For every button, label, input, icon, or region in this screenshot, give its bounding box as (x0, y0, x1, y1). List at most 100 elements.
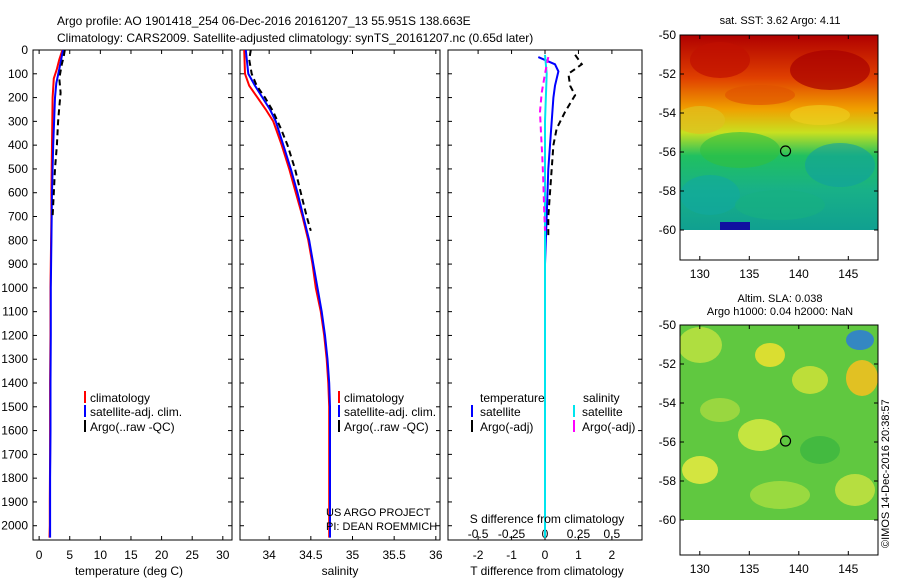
x-tick-label: 30 (216, 548, 230, 562)
lat-tick-label: -50 (659, 318, 677, 332)
x-tick-label: 25 (186, 548, 200, 562)
depth-tick-label: 1500 (1, 400, 28, 414)
x-tick-label: 5 (66, 548, 73, 562)
series-line-salinity-satellite (544, 54, 548, 538)
lat-tick-label: -60 (659, 513, 677, 527)
depth-tick-label: 800 (8, 233, 28, 247)
s-diff-tick-label: 0.25 (567, 527, 591, 541)
project-credit: US ARGO PROJECT (326, 507, 431, 519)
lat-tick-label: -56 (659, 435, 677, 449)
legend-label-temp-argo: Argo(-adj) (480, 420, 533, 434)
lat-tick-label: -54 (659, 396, 677, 410)
legend-title-salinity: salinity (583, 391, 620, 405)
difference-plot: -2 -1 0 1 2-0.5 -0.25 0 0.25 0.5 (468, 50, 621, 562)
x-tick-label: 34 (262, 548, 276, 562)
series-line-satellite-adj-clim (244, 49, 331, 538)
sst-map: 130 135 140 145 -50 -52 -54 -56 -58 -60 (659, 28, 879, 281)
legend-title-temperature: temperature (480, 391, 545, 405)
x-tick-label: 2 (609, 548, 616, 562)
imos-timestamp: ©IMOS 14-Dec-2016 20:38:57 (880, 399, 892, 548)
depth-tick-label: 200 (8, 91, 28, 105)
x-tick-label: 20 (155, 548, 169, 562)
sst-map-field (680, 35, 878, 230)
lat-tick-label: -58 (659, 184, 677, 198)
lat-tick-label: -52 (659, 357, 677, 371)
lat-tick-label: -56 (659, 145, 677, 159)
lon-tick-label: 130 (690, 267, 710, 281)
series-line-temperature-argo-adj (547, 54, 584, 236)
depth-tick-label: 400 (8, 138, 28, 152)
sla-map-frame (679, 324, 879, 556)
depth-tick-label: 900 (8, 257, 28, 271)
lon-tick-label: 140 (789, 267, 809, 281)
legend-label-temp-satellite: satellite (480, 405, 521, 419)
argo-location-marker (779, 145, 792, 157)
sla-map: 130 135 140 145 -50 -52 -54 -56 -58 -60 (659, 318, 879, 576)
legend-label-climatology: climatology (90, 391, 150, 405)
header-subtitle: Climatology: CARS2009. Satellite-adjuste… (57, 31, 533, 45)
x-tick-label: -2 (473, 548, 484, 562)
lat-tick-label: -50 (659, 28, 677, 42)
depth-tick-label: 500 (8, 162, 28, 176)
depth-tick-label: 1300 (1, 352, 28, 366)
series-line-salinity-argo-adj (538, 56, 550, 231)
series-line-satellite-adj-clim (49, 49, 64, 538)
lat-tick-label: -60 (659, 223, 677, 237)
difference-legend: temperature salinity satellite Argo(-adj… (471, 391, 635, 434)
sst-map-title: sat. SST: 3.62 Argo: 4.11 (720, 15, 841, 27)
legend-label-satellite: satellite-adj. clim. (344, 405, 436, 419)
lon-tick-label: 130 (690, 562, 710, 576)
header-title: Argo profile: AO 1901418_254 06-Dec-2016… (57, 14, 471, 28)
x-tick-label: 0 (542, 548, 549, 562)
depth-tick-label: 2000 (1, 519, 28, 533)
lat-tick-label: -58 (659, 474, 677, 488)
x-tick-label: 15 (124, 548, 138, 562)
salinity-legend: climatology satellite-adj. clim. Argo(..… (338, 391, 436, 434)
depth-tick-label: 600 (8, 186, 28, 200)
sla-map-title: Altim. SLA: 0.038 (738, 293, 823, 305)
legend-label-argo: Argo(..raw -QC) (344, 420, 429, 434)
lat-tick-label: -54 (659, 106, 677, 120)
temperature-plot-frame (32, 49, 233, 541)
temperature-legend: climatology satellite-adj. clim. Argo(..… (84, 391, 182, 434)
lon-tick-label: 135 (739, 267, 759, 281)
x-tick-label: 0 (36, 548, 43, 562)
series-line-climatology (243, 49, 331, 538)
depth-tick-label: 1400 (1, 376, 28, 390)
sla-map-subtitle: Argo h1000: 0.04 h2000: NaN (707, 306, 853, 318)
lon-tick-label: 135 (739, 562, 759, 576)
depth-tick-label: 0 (21, 43, 28, 57)
sst-map-frame (679, 34, 879, 261)
s-diff-tick-label: -0.5 (468, 527, 489, 541)
series-line-argo-raw-qc (51, 49, 66, 217)
salinity-plot: 34 34.5 35 35.5 36 (243, 49, 443, 562)
sla-map-field (680, 325, 878, 520)
salinity-xlabel: salinity (322, 564, 359, 578)
x-tick-label: 35.5 (382, 548, 406, 562)
depth-tick-label: 1600 (1, 424, 28, 438)
legend-label-argo: Argo(..raw -QC) (90, 420, 175, 434)
s-difference-label: S difference from climatology (470, 512, 625, 526)
depth-tick-label: 700 (8, 210, 28, 224)
depth-tick-label: 1100 (2, 305, 28, 319)
temperature-xlabel: temperature (deg C) (75, 564, 183, 578)
lon-tick-label: 145 (838, 562, 858, 576)
pi-credit: PI: DEAN ROEMMICH (326, 521, 437, 533)
x-tick-label: 34.5 (299, 548, 323, 562)
lon-tick-label: 140 (789, 562, 809, 576)
x-tick-label: -1 (506, 548, 517, 562)
lon-tick-label: 145 (838, 267, 858, 281)
legend-label-climatology: climatology (344, 391, 404, 405)
depth-tick-label: 1000 (1, 281, 28, 295)
series-line-argo-raw-qc (248, 49, 312, 232)
depth-tick-label: 1900 (1, 495, 28, 509)
depth-tick-label: 300 (8, 114, 28, 128)
argo-location-marker (779, 435, 792, 447)
temperature-plot: 0 5 10 15 20 25 30 (36, 49, 230, 562)
t-difference-xlabel: T difference from climatology (470, 564, 624, 578)
depth-tick-label: 1700 (1, 447, 28, 461)
legend-label-sal-satellite: satellite (582, 405, 623, 419)
salinity-plot-frame (239, 49, 441, 541)
s-diff-tick-label: 0.5 (604, 527, 621, 541)
